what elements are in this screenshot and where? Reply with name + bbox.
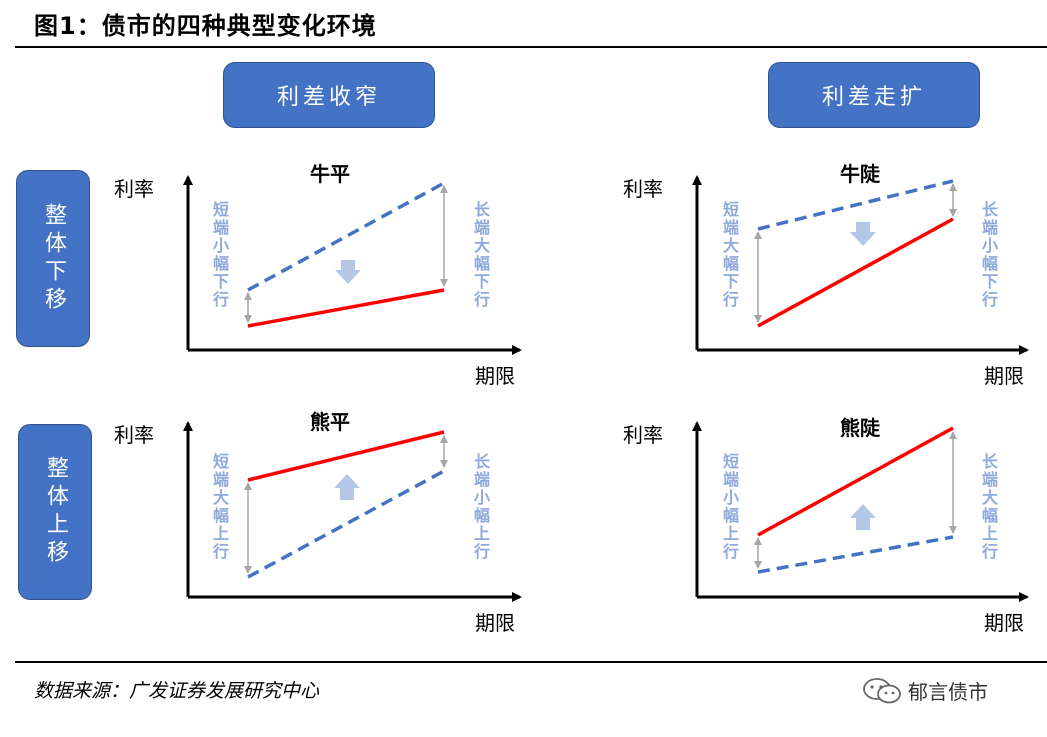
wechat-icon	[863, 677, 901, 703]
y-axis-label: 利率	[114, 423, 154, 447]
y-axis-label: 利率	[114, 177, 154, 201]
top-rule	[15, 46, 1047, 48]
header-spread-widen: 利差走扩	[768, 62, 980, 128]
panel-title-bear-flat: 熊平	[310, 410, 350, 434]
before-curve	[757, 535, 954, 574]
before-curve	[757, 179, 954, 231]
down-arrow-icon	[335, 260, 361, 284]
panel-title-bull-flat: 牛平	[310, 162, 350, 186]
source-note: 数据来源：广发证券发展研究中心	[34, 680, 320, 702]
bottom-rule	[15, 661, 1047, 663]
short-end-note: 短端小幅上行	[720, 453, 739, 561]
after-curve	[757, 217, 954, 328]
short-end-note: 短端小幅下行	[210, 201, 229, 309]
long-end-note: 长端大幅上行	[979, 453, 998, 561]
panel-title-bull-steep: 牛陡	[840, 162, 880, 186]
short-end-note: 短端大幅下行	[720, 201, 739, 309]
y-axis-label: 利率	[623, 423, 663, 447]
x-axis-label: 期限	[984, 364, 1024, 388]
x-axis-label: 期限	[475, 611, 515, 635]
long-end-note: 长端大幅下行	[471, 201, 490, 309]
long-end-note: 长端小幅上行	[471, 453, 490, 561]
y-axis-label: 利率	[623, 177, 663, 201]
after-curve	[757, 426, 954, 537]
panel-bull-flat	[183, 175, 522, 355]
after-curve	[247, 430, 445, 482]
short-end-note: 短端大幅上行	[210, 453, 229, 561]
panel-title-bear-steep: 熊陡	[840, 416, 880, 440]
row-label-shift-down: 整体下移	[16, 170, 90, 347]
up-arrow-icon	[850, 504, 876, 530]
x-axis-label: 期限	[984, 611, 1024, 635]
x-axis-label: 期限	[475, 364, 515, 388]
down-arrow-icon	[850, 222, 876, 246]
up-arrow-icon	[334, 474, 360, 500]
header-spread-narrow: 利差收窄	[223, 62, 435, 128]
after-curve	[247, 288, 445, 328]
long-end-note: 长端小幅下行	[979, 201, 998, 309]
panel-bear-flat	[183, 421, 522, 602]
row-label-shift-up: 整体上移	[18, 424, 92, 600]
figure-title: 图1：债市的四种典型变化环境	[34, 12, 377, 40]
brand-name: 郁言债市	[908, 680, 988, 704]
panel-bull-steep	[692, 175, 1029, 355]
brand-watermark: 郁言债市	[862, 676, 988, 705]
panel-bear-steep	[692, 421, 1029, 602]
